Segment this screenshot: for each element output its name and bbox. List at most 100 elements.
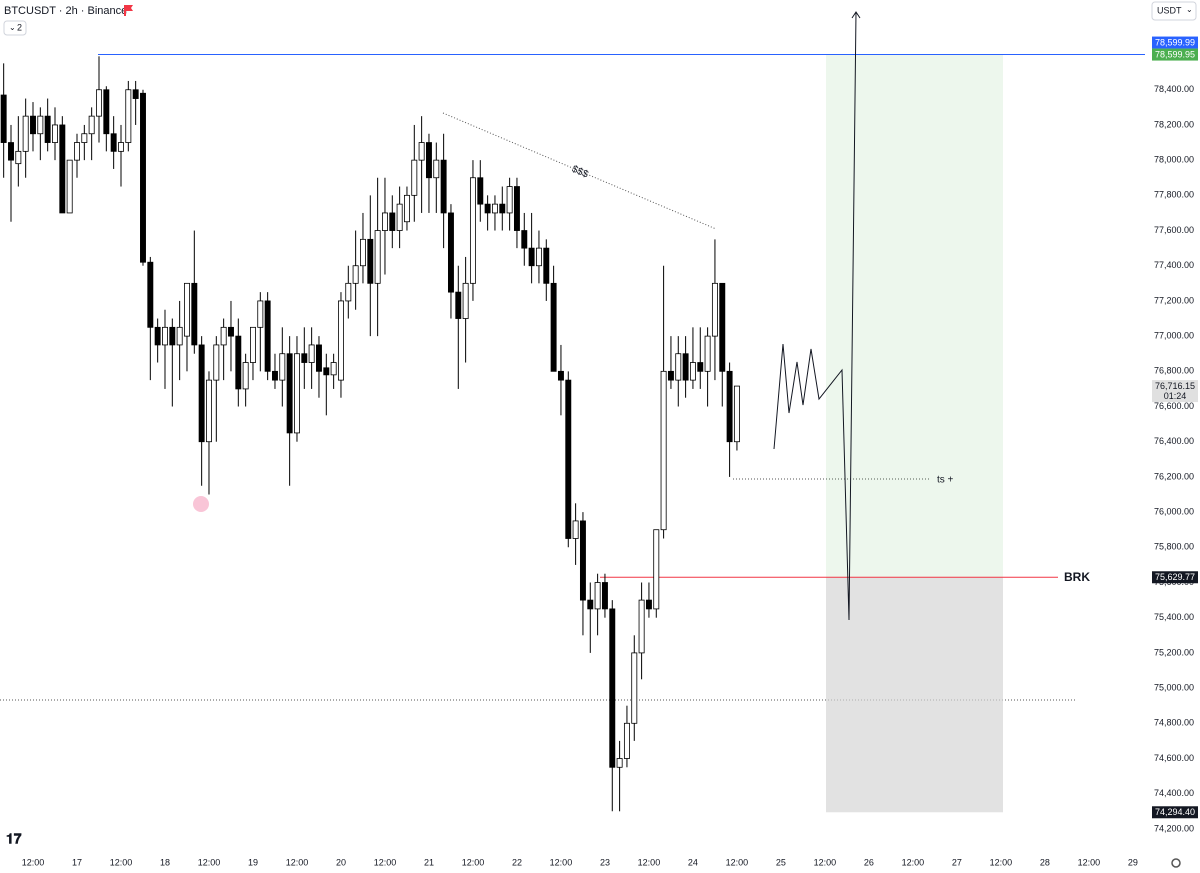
candle-body xyxy=(565,379,572,539)
y-tick-label: 76,000.00 xyxy=(1154,506,1194,516)
candle-body xyxy=(235,335,242,390)
annotation-text: $$$ xyxy=(570,164,590,181)
candle-body xyxy=(162,326,168,346)
y-tick-label: 77,400.00 xyxy=(1154,260,1194,270)
candle-body xyxy=(279,353,286,381)
y-tick-label: 77,200.00 xyxy=(1154,295,1194,305)
candle-body xyxy=(323,367,330,376)
candle-body xyxy=(96,89,102,117)
candle-body xyxy=(8,142,14,161)
candle-body xyxy=(15,150,22,165)
overlay: $$$ ts + BRK xyxy=(570,11,1090,621)
candles xyxy=(0,56,740,812)
x-tick-label: 12:00 xyxy=(462,857,485,867)
candle-body xyxy=(118,142,124,152)
candle-body xyxy=(184,282,190,337)
candle-body xyxy=(367,238,374,284)
x-tick-label: 12:00 xyxy=(902,857,925,867)
candle-body xyxy=(37,115,44,135)
price-label-box xyxy=(1152,806,1198,819)
candle-body xyxy=(81,133,88,143)
x-tick-label: 12:00 xyxy=(198,857,221,867)
candle-body xyxy=(198,344,205,443)
candle-body xyxy=(0,94,7,143)
price-label-box xyxy=(1152,48,1198,61)
candle-body xyxy=(374,230,381,284)
candle-body xyxy=(623,722,630,759)
candle-body xyxy=(477,177,484,205)
candle-body xyxy=(491,203,498,214)
currency-select[interactable] xyxy=(1151,1,1197,21)
candle-body xyxy=(704,335,711,372)
y-tick-label: 77,800.00 xyxy=(1154,190,1194,200)
candle-body xyxy=(499,203,506,214)
y-tick-label: 78,400.00 xyxy=(1154,84,1194,94)
candle-body xyxy=(726,370,733,443)
y-tick-label: 77,600.00 xyxy=(1154,225,1194,235)
price-label-box xyxy=(1152,380,1198,403)
x-tick-label: 12:00 xyxy=(726,857,749,867)
badge-text: 2 xyxy=(17,22,22,32)
candle-body xyxy=(169,326,176,346)
candle-body xyxy=(396,203,403,231)
candle-body xyxy=(587,599,594,610)
candle-body xyxy=(455,291,462,319)
candle-body xyxy=(506,186,513,214)
candle-body xyxy=(308,344,315,363)
countdown-label: 01:24 xyxy=(1164,391,1187,401)
y-tick-label: 76,400.00 xyxy=(1154,436,1194,446)
axes: 74,200.00 74,400.00 74,600.00 74,800.00 75,0… xyxy=(22,36,1198,867)
candle-body xyxy=(653,529,660,610)
candle-body xyxy=(140,92,146,263)
price-label: 74,294.40 xyxy=(1155,807,1195,817)
candle-body xyxy=(719,282,726,372)
y-tick-label: 76,800.00 xyxy=(1154,366,1194,376)
x-tick-label: 23 xyxy=(600,857,610,867)
candle-body xyxy=(645,599,652,610)
candle-body xyxy=(250,326,256,363)
x-tick-label: 19 xyxy=(248,857,258,867)
candle-body xyxy=(74,142,80,161)
candle-body xyxy=(125,89,132,143)
candle-body xyxy=(44,115,51,143)
y-tick-label: 75,400.00 xyxy=(1154,612,1194,622)
candle-body xyxy=(675,353,682,381)
candle-body xyxy=(733,385,740,443)
profit-zone xyxy=(826,54,1003,578)
x-tick-label: 12:00 xyxy=(814,857,837,867)
price-label-box xyxy=(1152,36,1198,49)
candle-body xyxy=(191,282,198,346)
candle-body xyxy=(521,230,528,249)
annotation-text: BRK xyxy=(1064,570,1090,584)
x-tick-label: 18 xyxy=(160,857,170,867)
candle-body xyxy=(59,124,66,214)
x-tick-label: 12:00 xyxy=(374,857,397,867)
price-label: 78,599.99 xyxy=(1155,37,1195,47)
candle-body xyxy=(147,261,154,328)
candle-body xyxy=(711,282,718,337)
flag-icon xyxy=(124,5,133,16)
y-tick-label: 74,200.00 xyxy=(1154,823,1194,833)
candle-body xyxy=(228,326,234,337)
arrow-head xyxy=(851,11,861,19)
x-tick-label: 12:00 xyxy=(286,857,309,867)
annotation-text: ts + xyxy=(937,475,954,486)
y-tick-label: 75,200.00 xyxy=(1154,647,1194,657)
candle-body xyxy=(572,520,579,539)
x-tick-label: 27 xyxy=(952,857,962,867)
candle-body xyxy=(257,300,264,328)
y-tick-label: 74,800.00 xyxy=(1154,718,1194,728)
currency-chevron: ⌄ xyxy=(1186,5,1193,14)
badge[interactable] xyxy=(3,20,27,36)
candle-body xyxy=(616,758,623,768)
candle-body xyxy=(330,362,337,376)
settings-icon[interactable] xyxy=(1171,858,1181,868)
chart-title: BTCUSDT · 2h · Binance xyxy=(4,5,127,17)
candle-body xyxy=(22,115,29,152)
x-tick-label: 12:00 xyxy=(1078,857,1101,867)
candle-body xyxy=(52,124,58,143)
candle-body xyxy=(594,582,601,610)
candle-body xyxy=(638,599,645,654)
candle-body xyxy=(360,238,366,267)
